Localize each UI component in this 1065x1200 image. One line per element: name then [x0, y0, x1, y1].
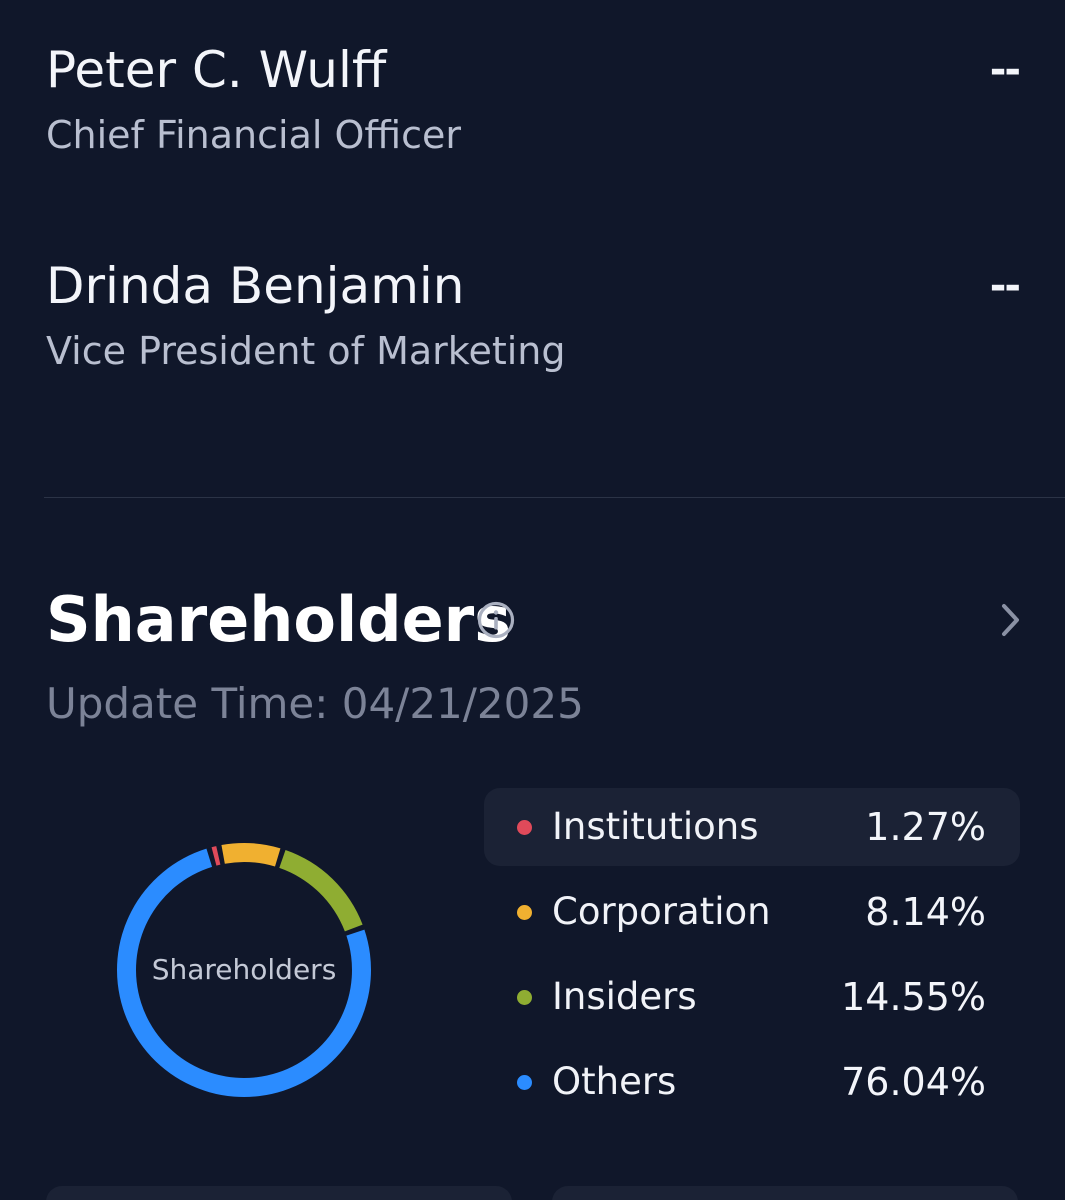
legend-dot	[517, 990, 532, 1005]
chevron-right-icon[interactable]	[995, 600, 1025, 640]
legend-label: Institutions	[552, 805, 759, 848]
legend-label: Corporation	[552, 890, 771, 933]
legend-item-corporation[interactable]: Corporation 8.14%	[484, 873, 1020, 951]
executive-value: --	[989, 263, 1021, 309]
legend-label: Others	[552, 1060, 677, 1103]
executive-title: Vice President of Marketing	[46, 329, 566, 373]
shareholders-donut-chart[interactable]: Shareholders	[114, 840, 374, 1100]
legend-value: 76.04%	[841, 1060, 986, 1104]
shareholders-legend: Institutions 1.27% Corporation 8.14% Insider…	[484, 788, 1020, 1128]
legend-label: Insiders	[552, 975, 697, 1018]
shareholders-header[interactable]: Shareholders	[46, 580, 1025, 660]
update-time: Update Time: 04/21/2025	[46, 679, 584, 728]
legend-value: 14.55%	[841, 975, 986, 1019]
executive-row[interactable]: Peter C. Wulff Chief Financial Officer -…	[46, 40, 1021, 158]
legend-item-institutions[interactable]: Institutions 1.27%	[484, 788, 1020, 866]
legend-dot	[517, 1075, 532, 1090]
legend-item-insiders[interactable]: Insiders 14.55%	[484, 958, 1020, 1036]
executive-row[interactable]: Drinda Benjamin Vice President of Market…	[46, 256, 1021, 374]
bottom-card[interactable]	[46, 1186, 512, 1200]
donut-svg	[117, 843, 371, 1097]
legend-dot	[517, 905, 532, 920]
donut-slice-institutions[interactable]	[211, 846, 221, 866]
donut-slice-corporation[interactable]	[221, 843, 281, 867]
bottom-card[interactable]	[552, 1186, 1018, 1200]
donut-center-label: Shareholders	[151, 953, 337, 986]
legend-dot	[517, 820, 532, 835]
section-divider	[44, 497, 1065, 498]
donut-slice-insiders[interactable]	[279, 849, 363, 932]
executive-title: Chief Financial Officer	[46, 113, 462, 157]
info-icon[interactable]	[476, 600, 516, 640]
executive-value: --	[989, 47, 1021, 93]
executive-name: Peter C. Wulff	[46, 41, 387, 99]
legend-value: 8.14%	[865, 890, 986, 934]
legend-item-others[interactable]: Others 76.04%	[484, 1043, 1020, 1121]
executive-name: Drinda Benjamin	[46, 257, 465, 315]
legend-value: 1.27%	[865, 805, 986, 849]
shareholders-title: Shareholders	[46, 583, 512, 656]
